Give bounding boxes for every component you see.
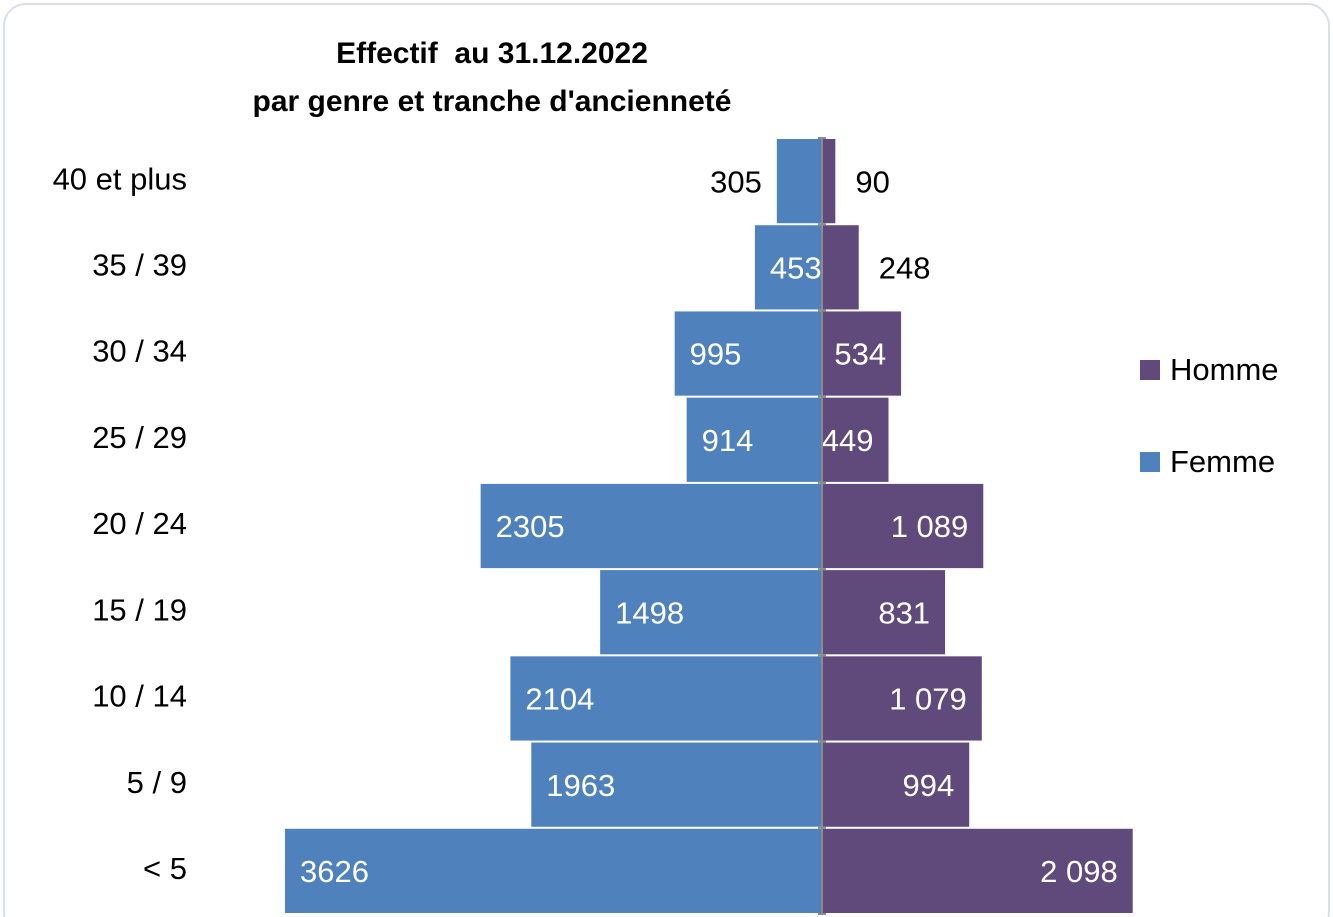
bar	[600, 570, 822, 655]
bar	[510, 656, 822, 741]
bar	[822, 139, 836, 224]
chart-border	[3, 3, 1330, 917]
bar	[822, 570, 946, 655]
data-label: 1 089	[891, 509, 969, 544]
bar	[754, 225, 822, 310]
data-label: 534	[834, 337, 886, 372]
y-tick-label: 35 / 39	[92, 248, 187, 283]
bar	[822, 742, 970, 827]
bar	[674, 311, 822, 396]
y-tick-label: 30 / 34	[92, 334, 187, 369]
data-label: 3626	[300, 854, 369, 889]
bar	[822, 483, 984, 569]
bar	[776, 139, 822, 224]
data-label: 994	[902, 768, 954, 803]
bar	[822, 225, 859, 310]
legend-label: Femme	[1170, 444, 1275, 479]
data-label: 1498	[615, 595, 684, 630]
y-tick-label: 10 / 14	[92, 679, 187, 714]
bar	[822, 311, 902, 396]
y-tick-label: < 5	[143, 851, 187, 886]
chart-subtitle: par genre et tranche d'ancienneté	[253, 85, 732, 118]
bar	[822, 397, 889, 482]
y-tick-label: 5 / 9	[127, 765, 187, 800]
y-tick-label: 20 / 24	[92, 506, 187, 541]
data-label: 305	[710, 164, 762, 199]
data-label: 453	[770, 251, 822, 286]
data-label: 2305	[496, 509, 565, 544]
data-label: 914	[702, 423, 754, 458]
data-label: 2104	[525, 682, 594, 717]
data-label: 1963	[546, 768, 615, 803]
bar	[822, 828, 1133, 913]
data-label: 995	[690, 337, 742, 372]
bar	[531, 742, 822, 827]
data-label: 449	[822, 423, 874, 458]
bar	[822, 656, 982, 741]
data-label: 248	[879, 251, 931, 286]
data-label: 90	[855, 164, 889, 199]
y-tick-label: 15 / 19	[92, 592, 187, 627]
chart-title: Effectif au 31.12.2022	[336, 37, 648, 70]
y-tick-label: 25 / 29	[92, 420, 187, 455]
legend-swatch	[1140, 452, 1160, 472]
legend-label: Homme	[1170, 352, 1279, 387]
legend-swatch	[1140, 360, 1160, 380]
bar	[285, 828, 822, 913]
bar	[480, 483, 822, 569]
data-label: 2 098	[1040, 854, 1118, 889]
bar	[686, 397, 822, 482]
data-label: 831	[878, 595, 930, 630]
y-tick-label: 40 et plus	[53, 161, 187, 196]
data-label: 1 079	[889, 682, 967, 717]
